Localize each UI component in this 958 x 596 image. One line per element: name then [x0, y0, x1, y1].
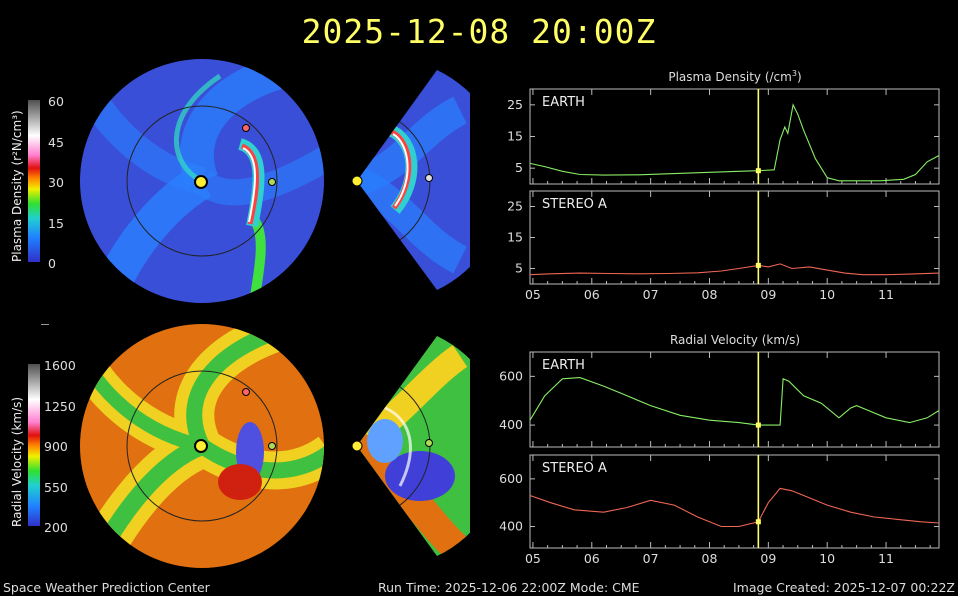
velocity-plot-title: Radial Velocity (km/s): [669, 333, 801, 347]
velocity-tick: 1250: [44, 399, 76, 414]
density-tick: 0: [48, 256, 56, 271]
x-tick-label: 05: [525, 551, 541, 566]
y-tick-label: 25: [507, 97, 523, 112]
velocity-tick: 200: [44, 520, 68, 535]
density-ecliptic-map: [80, 59, 324, 303]
current-time-point: [755, 422, 761, 428]
panel-label: STEREO A: [542, 197, 607, 212]
separator-dash: [41, 324, 49, 325]
y-tick-label: 600: [499, 368, 523, 383]
x-tick-label: 07: [643, 551, 659, 566]
current-time-point: [755, 519, 761, 525]
density-tick: 15: [48, 216, 64, 231]
footer-org: Space Weather Prediction Center: [3, 580, 210, 595]
current-time-point: [755, 168, 761, 174]
current-time-point: [755, 262, 761, 268]
density-meridional-map: [351, 70, 470, 290]
x-tick-label: 10: [819, 551, 835, 566]
footer-image-created: Image Created: 2025-12-07 00:22Z: [733, 580, 955, 595]
density-plot-title: Plasma Density (/cm3): [668, 69, 802, 84]
velocity-ecliptic-map: [80, 324, 324, 568]
x-tick-label: 08: [702, 287, 718, 302]
x-tick-label: 08: [702, 551, 718, 566]
series-line-earth: [529, 377, 940, 426]
x-tick-label: 06: [584, 287, 600, 302]
series-line-earth: [529, 103, 940, 182]
density-colorbar: [28, 100, 40, 262]
y-tick-label: 5: [515, 261, 523, 276]
y-tick-label: 15: [507, 230, 523, 245]
y-tick-label: 15: [507, 129, 523, 144]
y-tick-label: 400: [499, 519, 523, 534]
x-tick-label: 05: [525, 287, 541, 302]
x-tick-label: 09: [760, 287, 776, 302]
y-tick-label: 5: [515, 160, 523, 175]
x-tick-label: 11: [878, 287, 894, 302]
footer-run-time: Run Time: 2025-12-06 22:00Z Mode: CME: [378, 580, 640, 595]
panel-label: STEREO A: [542, 461, 607, 476]
velocity-tick: 550: [44, 480, 68, 495]
y-tick-label: 25: [507, 199, 523, 214]
x-tick-label: 10: [819, 287, 835, 302]
x-tick-label: 11: [878, 551, 894, 566]
plot-frame: [529, 88, 940, 185]
x-tick-label: 07: [643, 287, 659, 302]
series-line-stereo-a: [529, 487, 940, 528]
panel-label: EARTH: [542, 95, 585, 110]
velocity-colorbar: [28, 364, 40, 526]
density-tick: 45: [48, 135, 64, 150]
velocity-tick: 1600: [44, 358, 76, 373]
panel-label: EARTH: [542, 358, 585, 373]
density-tick: 30: [48, 175, 64, 190]
x-tick-label: 09: [760, 551, 776, 566]
y-tick-label: 400: [499, 417, 523, 432]
y-tick-label: 600: [499, 471, 523, 486]
plot-frame: [529, 454, 940, 549]
velocity-tick: 900: [44, 439, 68, 454]
velocity-meridional-map: [351, 336, 470, 556]
x-tick-label: 06: [584, 551, 600, 566]
series-line-stereo-a: [529, 263, 940, 276]
density-tick: 60: [48, 94, 64, 109]
page-title: 2025-12-08 20:00Z: [301, 12, 657, 51]
plot-frame: [529, 351, 940, 448]
